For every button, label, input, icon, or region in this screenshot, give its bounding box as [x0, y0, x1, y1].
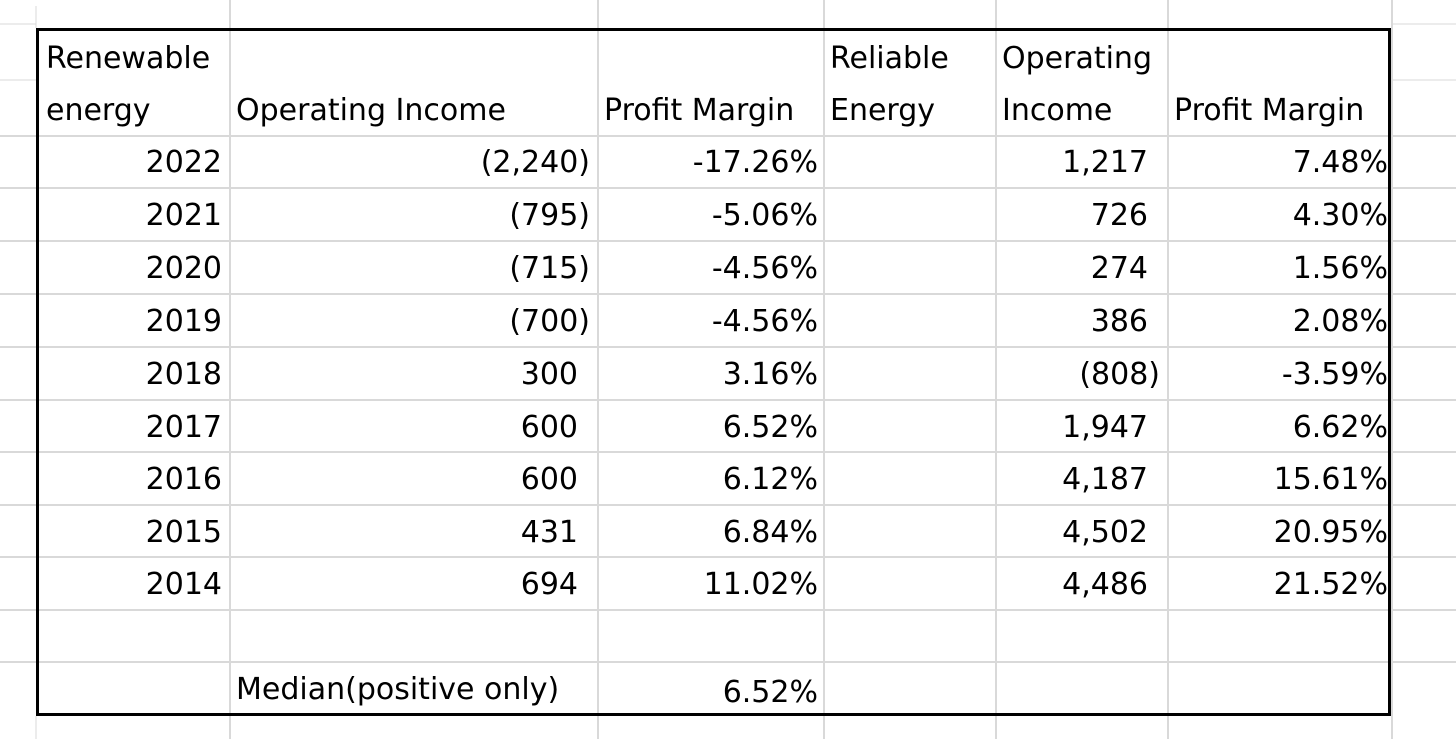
cell-year: 2019 — [145, 304, 222, 339]
cell-year: 2015 — [145, 515, 222, 550]
cell-operating-income: 694 — [520, 567, 578, 602]
cell-operating-income: (700) — [509, 304, 590, 339]
cell-reliable-profit-margin: 6.62% — [1292, 410, 1388, 445]
cell-year: 2022 — [145, 145, 222, 180]
cell-reliable-operating-income: 4,187 — [1062, 462, 1148, 497]
header-profit-margin-2: Profit Margin — [1174, 93, 1365, 128]
cell-profit-margin: 11.02% — [703, 567, 818, 602]
cell-profit-margin: 6.12% — [722, 462, 818, 497]
cell-operating-income: 600 — [520, 462, 578, 497]
header-reliable-line2: Energy — [830, 93, 936, 128]
cell-reliable-profit-margin: 7.48% — [1292, 145, 1388, 180]
cell-operating-income: (2,240) — [480, 145, 590, 180]
cell-year: 2014 — [145, 567, 222, 602]
cell-profit-margin: 6.52% — [722, 410, 818, 445]
cell-reliable-operating-income: (808) — [1079, 357, 1160, 392]
header-renewable-line1: Renewable — [46, 41, 211, 76]
cell-reliable-profit-margin: 4.30% — [1292, 198, 1388, 233]
cell-operating-income: (795) — [509, 198, 590, 233]
median-label: Median(positive only) — [236, 672, 560, 707]
cell-reliable-profit-margin: 20.95% — [1273, 515, 1388, 550]
cell-operating-income: (715) — [509, 251, 590, 286]
cell-profit-margin: 3.16% — [722, 357, 818, 392]
header-renewable-line2: energy — [46, 93, 151, 128]
cell-reliable-operating-income: 274 — [1090, 251, 1148, 286]
cell-year: 2021 — [145, 198, 222, 233]
cell-year: 2020 — [145, 251, 222, 286]
table-outer-border — [36, 28, 1391, 716]
cell-profit-margin: -17.26% — [692, 145, 818, 180]
cell-profit-margin: 6.84% — [722, 515, 818, 550]
header-profit-margin: Profit Margin — [604, 93, 795, 128]
cell-reliable-operating-income: 726 — [1090, 198, 1148, 233]
cell-year: 2018 — [145, 357, 222, 392]
cell-profit-margin: -4.56% — [711, 304, 818, 339]
cell-reliable-profit-margin: 21.52% — [1273, 567, 1388, 602]
median-value: 6.52% — [722, 675, 818, 710]
cell-operating-income: 300 — [520, 357, 578, 392]
cell-reliable-operating-income: 4,486 — [1062, 567, 1148, 602]
cell-reliable-operating-income: 386 — [1090, 304, 1148, 339]
cell-year: 2017 — [145, 410, 222, 445]
cell-reliable-profit-margin: 1.56% — [1292, 251, 1388, 286]
cell-reliable-operating-income: 1,217 — [1062, 145, 1148, 180]
cell-year: 2016 — [145, 462, 222, 497]
cell-operating-income: 600 — [520, 410, 578, 445]
cell-operating-income: 431 — [520, 515, 578, 550]
cell-reliable-profit-margin: 15.61% — [1273, 462, 1388, 497]
header-operating-income-2-line1: Operating — [1002, 41, 1152, 76]
cell-reliable-operating-income: 1,947 — [1062, 410, 1148, 445]
header-operating-income-2-line2: Income — [1002, 93, 1113, 128]
cell-profit-margin: -5.06% — [711, 198, 818, 233]
cell-reliable-profit-margin: 2.08% — [1292, 304, 1388, 339]
cell-reliable-profit-margin: -3.59% — [1281, 357, 1388, 392]
header-operating-income: Operating Income — [236, 93, 506, 128]
cell-profit-margin: -4.56% — [711, 251, 818, 286]
cell-reliable-operating-income: 4,502 — [1062, 515, 1148, 550]
header-reliable-line1: Reliable — [830, 41, 949, 76]
